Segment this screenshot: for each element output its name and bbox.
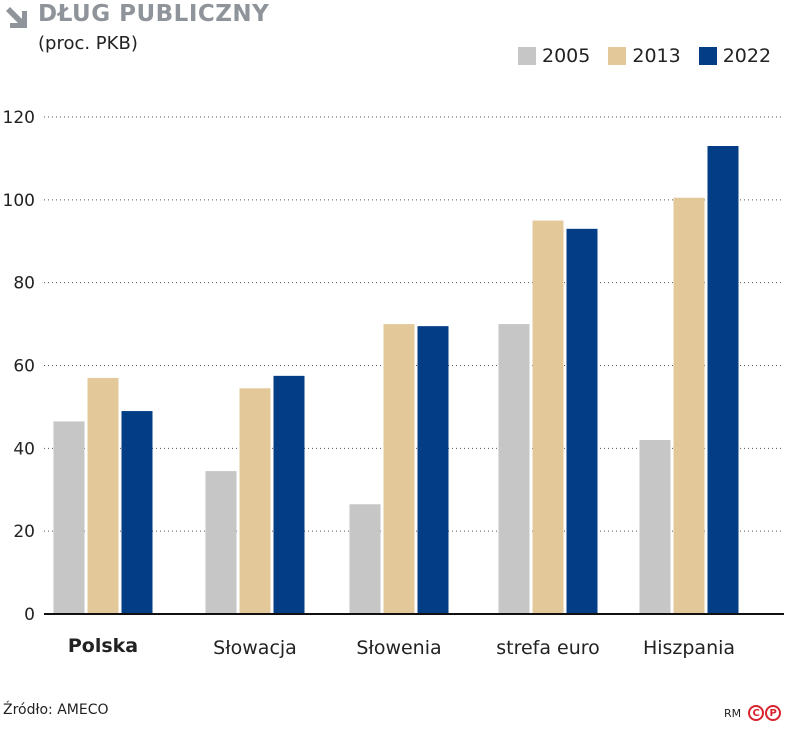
credit: RM C P	[724, 705, 782, 721]
legend-swatch	[698, 47, 717, 65]
legend-item-2013: 2013	[608, 45, 681, 67]
bar	[498, 324, 530, 614]
bar	[205, 471, 237, 614]
arrow-down-right-icon	[6, 7, 27, 28]
bar	[121, 411, 153, 614]
legend-item-2022: 2022	[698, 45, 772, 67]
legend-label: 2013	[632, 45, 681, 67]
y-tick-label: 120	[3, 108, 35, 128]
copyright-p-icon: P	[765, 705, 782, 721]
x-tick-label: Słowacja	[213, 637, 297, 659]
legend-label: 2022	[722, 45, 772, 67]
author-initials: RM	[724, 706, 742, 720]
bar	[383, 324, 415, 614]
x-tick-label: strefa euro	[496, 637, 600, 659]
y-tick-label: 100	[3, 191, 35, 211]
bar	[566, 228, 598, 614]
x-tick-label: Hiszpania	[643, 637, 735, 659]
bar	[349, 504, 381, 614]
x-tick-label: Słowenia	[356, 637, 441, 659]
bar	[639, 440, 671, 614]
copyright-c-icon: C	[748, 705, 765, 721]
legend-label: 2005	[542, 45, 591, 67]
bar	[707, 145, 739, 614]
y-tick-label: 40	[13, 439, 35, 459]
legend: 2005 2013 2022	[518, 45, 788, 67]
y-tick-label: 80	[13, 274, 35, 294]
bar	[53, 421, 85, 614]
bar	[417, 326, 449, 614]
bar	[273, 375, 305, 614]
legend-swatch	[518, 47, 536, 65]
legend-item-2005: 2005	[518, 45, 590, 67]
chart-subtitle: (proc. PKB)	[38, 33, 138, 54]
x-tick-label: Polska	[68, 635, 138, 657]
bar	[87, 377, 119, 614]
bar	[532, 220, 564, 614]
legend-swatch	[608, 47, 627, 65]
y-tick-label: 20	[13, 522, 35, 542]
bar	[673, 197, 705, 614]
source-note: Źródło: AMECO	[3, 702, 109, 718]
chart-title: DŁUG PUBLICZNY	[38, 1, 270, 27]
y-tick-label: 0	[24, 605, 35, 625]
y-tick-label: 60	[13, 357, 35, 377]
bar	[239, 388, 271, 614]
